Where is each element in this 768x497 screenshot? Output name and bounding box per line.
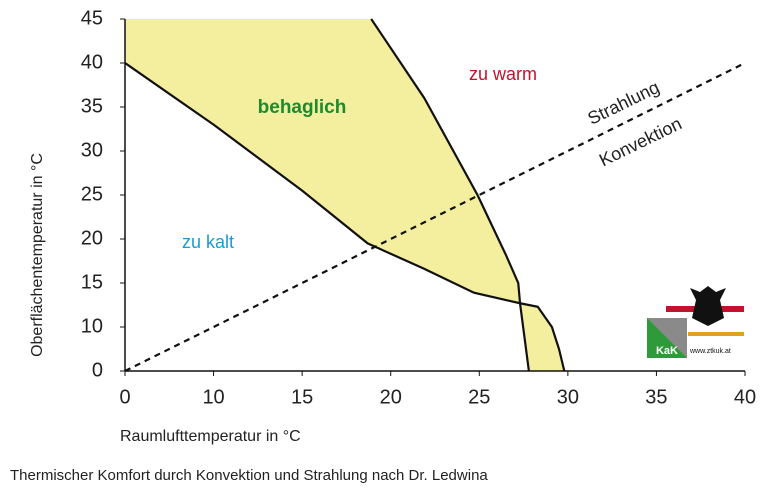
- annotation: Strahlung: [584, 77, 662, 129]
- x-tick-label: 35: [645, 386, 667, 408]
- annotation: zu warm: [469, 64, 537, 84]
- annotation: Konvektion: [596, 113, 685, 170]
- annotation: behaglich: [258, 97, 347, 118]
- comfort-area: [125, 19, 521, 304]
- x-tick-label: 40: [734, 386, 756, 408]
- x-tick-label: 30: [557, 386, 579, 408]
- y-tick-label: 40: [81, 51, 103, 73]
- y-tick-label: 0: [92, 359, 103, 381]
- logo-shape: [647, 318, 687, 358]
- y-tick-label: 35: [81, 95, 103, 117]
- y-axis-label: Oberflächentemperatur in °C: [29, 153, 46, 357]
- logo-url: www.ztkuk.at: [689, 348, 731, 355]
- logo-stripe: [688, 332, 744, 336]
- caption: Thermischer Komfort durch Konvektion und…: [10, 467, 488, 484]
- boundary-line: [124, 62, 566, 372]
- logo-title: KaK: [656, 345, 678, 357]
- x-tick-label: 20: [380, 386, 402, 408]
- logo: KaK www.ztkuk.at: [647, 286, 744, 358]
- logo-eagle: [690, 286, 726, 326]
- y-tick-label: 20: [81, 227, 103, 249]
- comfort-area: [520, 303, 565, 371]
- y-tick-label: 25: [81, 183, 103, 205]
- x-tick-label: 15: [291, 386, 313, 408]
- y-tick-label: 30: [81, 139, 103, 161]
- y-tick-label: 15: [81, 271, 103, 293]
- x-axis-label: Raumlufttemperatur in °C: [120, 428, 301, 445]
- x-tick-label: 0: [119, 386, 130, 408]
- boundary-line: [370, 18, 530, 372]
- x-tick-label: 25: [468, 386, 490, 408]
- x-tick-label: 10: [202, 386, 224, 408]
- y-tick-label: 45: [81, 7, 103, 29]
- y-tick-label: 10: [81, 315, 103, 337]
- annotation: zu kalt: [182, 232, 234, 252]
- reference-line: [124, 62, 746, 372]
